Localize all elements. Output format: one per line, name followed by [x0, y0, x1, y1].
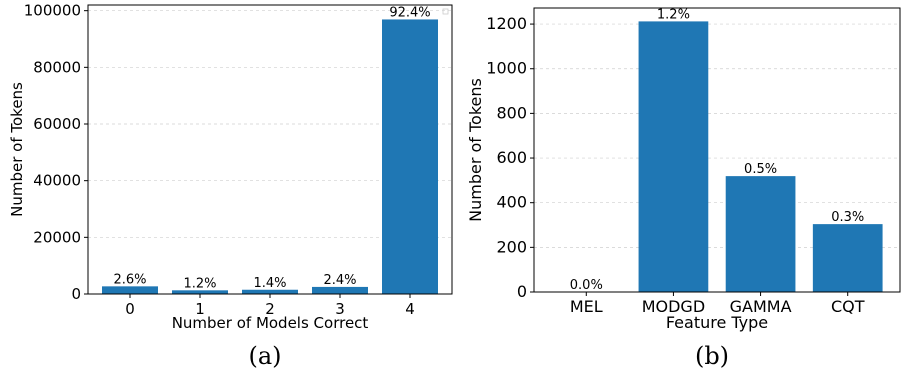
x-tick-label: CQT	[831, 297, 865, 316]
x-axis-label: Number of Models Correct	[172, 314, 369, 332]
data-label: 1.4%	[253, 276, 286, 291]
y-axis-label: Number of Tokens	[8, 82, 26, 217]
y-tick-label: 800	[496, 103, 527, 122]
y-tick-label: 1200	[486, 14, 527, 33]
data-label: 2.6%	[113, 272, 146, 287]
chart-b: 0.0% MEL 1.2% MODGD 0.5% GAMMA 0.3% CQT 0 200 400 6…	[466, 7, 901, 370]
x-tick-label: 0	[125, 300, 135, 318]
y-tick-label: 80000	[33, 58, 81, 76]
plot-frame	[87, 4, 453, 295]
x-tick-label: 4	[405, 300, 415, 318]
x-axis-label: Feature Type	[666, 313, 768, 332]
bar-1	[172, 290, 228, 294]
x-tick-label: MEL	[570, 297, 603, 316]
x-tick-label: 1	[195, 300, 205, 318]
y-tick-label: 1000	[486, 59, 527, 78]
y-tick-label: 400	[496, 193, 527, 212]
x-tick-label: 2	[265, 300, 275, 318]
bar-4	[382, 19, 438, 294]
legend-box	[442, 8, 449, 15]
bar-2	[242, 289, 298, 294]
x-tick-label: GAMMA	[730, 297, 792, 316]
data-label: 0.3%	[831, 210, 864, 225]
data-label: 92.4%	[389, 5, 430, 20]
x-tick-label: 3	[335, 300, 345, 318]
y-axis-label: Number of Tokens	[466, 78, 485, 222]
data-label: 0.5%	[744, 162, 777, 177]
panel-label: (b)	[695, 342, 729, 370]
y-tick-label: 600	[496, 148, 527, 167]
panel-label: (a)	[248, 342, 281, 370]
data-label: 2.4%	[323, 273, 356, 288]
bar-modgd	[638, 21, 709, 292]
data-label: 1.2%	[183, 276, 216, 291]
x-tick-label: MODGD	[642, 297, 705, 316]
y-tick-label: 200	[496, 237, 527, 256]
plot-frame	[533, 7, 901, 293]
y-tick-label: 40000	[33, 172, 81, 190]
y-tick-label: 60000	[33, 115, 81, 133]
y-tick-label: 20000	[33, 228, 81, 246]
y-tick-label: 0	[71, 285, 81, 303]
y-tick-label: 0	[517, 282, 527, 301]
y-tick-label: 100000	[24, 2, 81, 20]
bar-0	[102, 286, 158, 294]
chart-a: 2.6% 0 1.2% 1 1.4% 2 2.4% 3 92.4% 4 0 20000 40000 600…	[8, 2, 453, 370]
bar-gamma	[725, 176, 796, 292]
bar-3	[312, 286, 368, 294]
bar-cqt	[812, 224, 883, 292]
data-label: 0.0%	[570, 278, 603, 293]
data-label: 1.2%	[657, 7, 690, 22]
